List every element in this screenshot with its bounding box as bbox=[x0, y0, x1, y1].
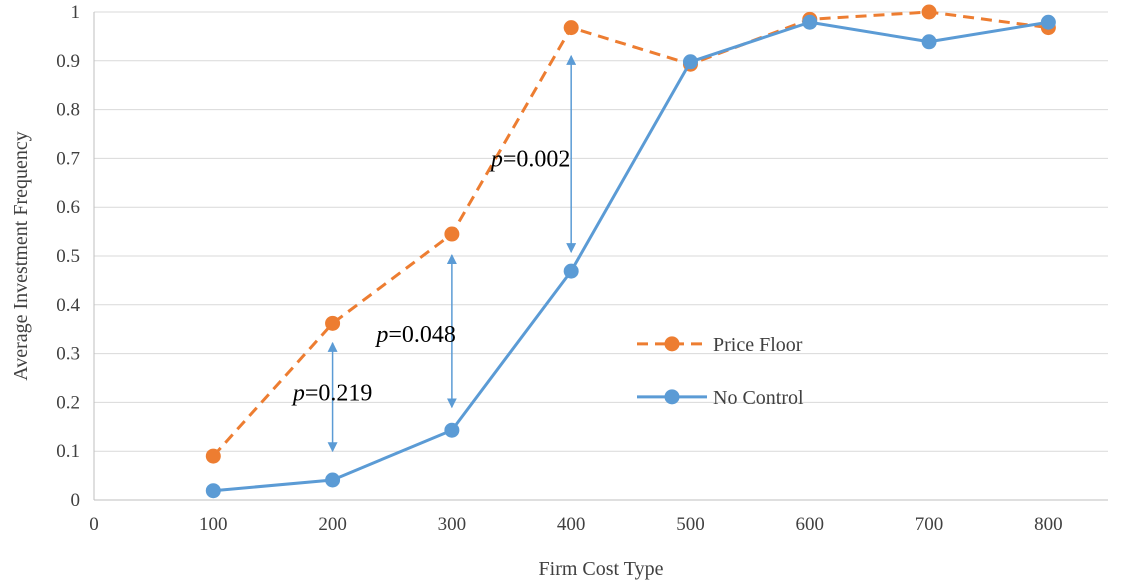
y-tick-label: 0.1 bbox=[56, 441, 80, 462]
data-point bbox=[921, 34, 937, 50]
x-tick-label: 700 bbox=[915, 514, 944, 535]
data-point bbox=[444, 422, 460, 438]
y-tick-label: 0.9 bbox=[56, 51, 80, 72]
series-line-1 bbox=[213, 20, 1049, 493]
x-tick-label: 500 bbox=[676, 514, 705, 535]
x-tick-label: 0 bbox=[89, 514, 99, 535]
series-layer bbox=[205, 4, 1056, 499]
x-tick-label: 600 bbox=[796, 514, 825, 535]
y-tick-label: 0.5 bbox=[56, 246, 80, 267]
data-point bbox=[921, 4, 937, 20]
data-point bbox=[682, 54, 698, 70]
x-axis-label: Firm Cost Type bbox=[539, 558, 664, 580]
y-tick-label: 0.3 bbox=[56, 344, 80, 365]
annotation-label: p=0.048 bbox=[374, 322, 456, 348]
y-tick-label: 0.6 bbox=[56, 197, 80, 218]
annotation-label-italic: p bbox=[374, 322, 388, 348]
y-tick-label: 0.8 bbox=[56, 100, 80, 121]
x-tick-label: 100 bbox=[199, 514, 228, 535]
data-point bbox=[325, 472, 341, 488]
legend-label: Price Floor bbox=[713, 334, 803, 356]
axes bbox=[93, 12, 1108, 501]
data-point bbox=[563, 20, 579, 36]
annotation-label: p=0.219 bbox=[291, 381, 373, 407]
y-tick-label: 0 bbox=[71, 490, 81, 511]
annotation-label-value: =0.048 bbox=[388, 322, 456, 348]
legend: Price Floor No Control bbox=[637, 334, 804, 409]
annotation-label-value: =0.002 bbox=[503, 146, 571, 172]
annotation-label-italic: p bbox=[291, 381, 305, 407]
annotation-label-italic: p bbox=[489, 146, 503, 172]
x-tick-label: 300 bbox=[438, 514, 467, 535]
gridlines bbox=[94, 11, 1108, 452]
x-tick-label: 800 bbox=[1034, 514, 1063, 535]
tick-labels: 0 0.1 0.2 0.3 0.4 0.5 0.6 0.7 0.8 0.9 1 0 100 200 300 4… bbox=[56, 2, 1062, 535]
y-axis-label: Average Investment Frequency bbox=[10, 131, 32, 381]
legend-label: No Control bbox=[713, 387, 804, 409]
data-point bbox=[1040, 14, 1056, 30]
x-tick-label: 400 bbox=[557, 514, 586, 535]
annotation-label: p=0.002 bbox=[489, 146, 571, 172]
y-tick-label: 0.2 bbox=[56, 392, 80, 413]
x-tick-label: 200 bbox=[318, 514, 347, 535]
annotation-label-value: =0.219 bbox=[305, 381, 373, 407]
y-tick-label: 0.7 bbox=[56, 148, 80, 169]
data-point bbox=[444, 226, 460, 242]
data-point bbox=[205, 483, 221, 499]
legend-marker bbox=[664, 336, 680, 352]
data-point bbox=[802, 14, 818, 30]
data-point bbox=[563, 263, 579, 279]
y-tick-label: 1 bbox=[71, 2, 81, 23]
series-line-0 bbox=[212, 10, 1049, 458]
legend-marker bbox=[664, 389, 680, 405]
data-point bbox=[205, 448, 221, 464]
data-point bbox=[325, 315, 341, 331]
y-tick-label: 0.4 bbox=[56, 295, 80, 316]
